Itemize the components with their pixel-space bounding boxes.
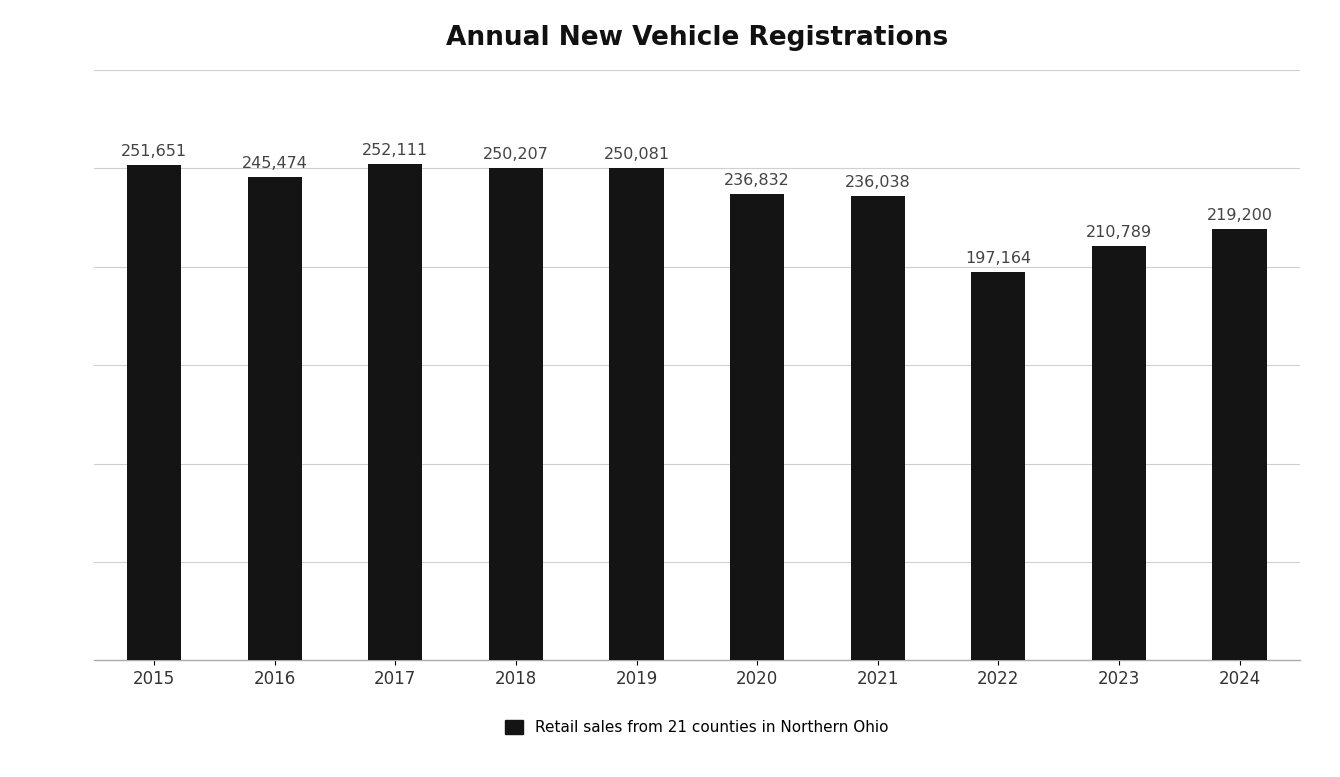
- Text: 250,207: 250,207: [482, 147, 549, 162]
- Text: 251,651: 251,651: [121, 145, 188, 159]
- Title: Annual New Vehicle Registrations: Annual New Vehicle Registrations: [446, 25, 947, 51]
- Text: 219,200: 219,200: [1206, 208, 1273, 223]
- Text: 245,474: 245,474: [241, 156, 308, 172]
- Bar: [369, 164, 422, 660]
- Bar: [610, 168, 663, 660]
- Bar: [1213, 229, 1266, 660]
- Text: 197,164: 197,164: [965, 252, 1032, 267]
- Bar: [851, 196, 904, 660]
- Text: 252,111: 252,111: [362, 143, 429, 159]
- Bar: [489, 168, 543, 660]
- Text: 236,038: 236,038: [844, 175, 911, 190]
- Bar: [127, 165, 181, 660]
- Bar: [248, 177, 302, 660]
- Text: 210,789: 210,789: [1085, 225, 1152, 239]
- Bar: [1092, 246, 1146, 660]
- Text: 250,081: 250,081: [603, 148, 670, 162]
- Bar: [730, 194, 784, 660]
- Text: 236,832: 236,832: [724, 173, 791, 188]
- Bar: [972, 273, 1025, 660]
- Legend: Retail sales from 21 counties in Northern Ohio: Retail sales from 21 counties in Norther…: [498, 714, 895, 741]
